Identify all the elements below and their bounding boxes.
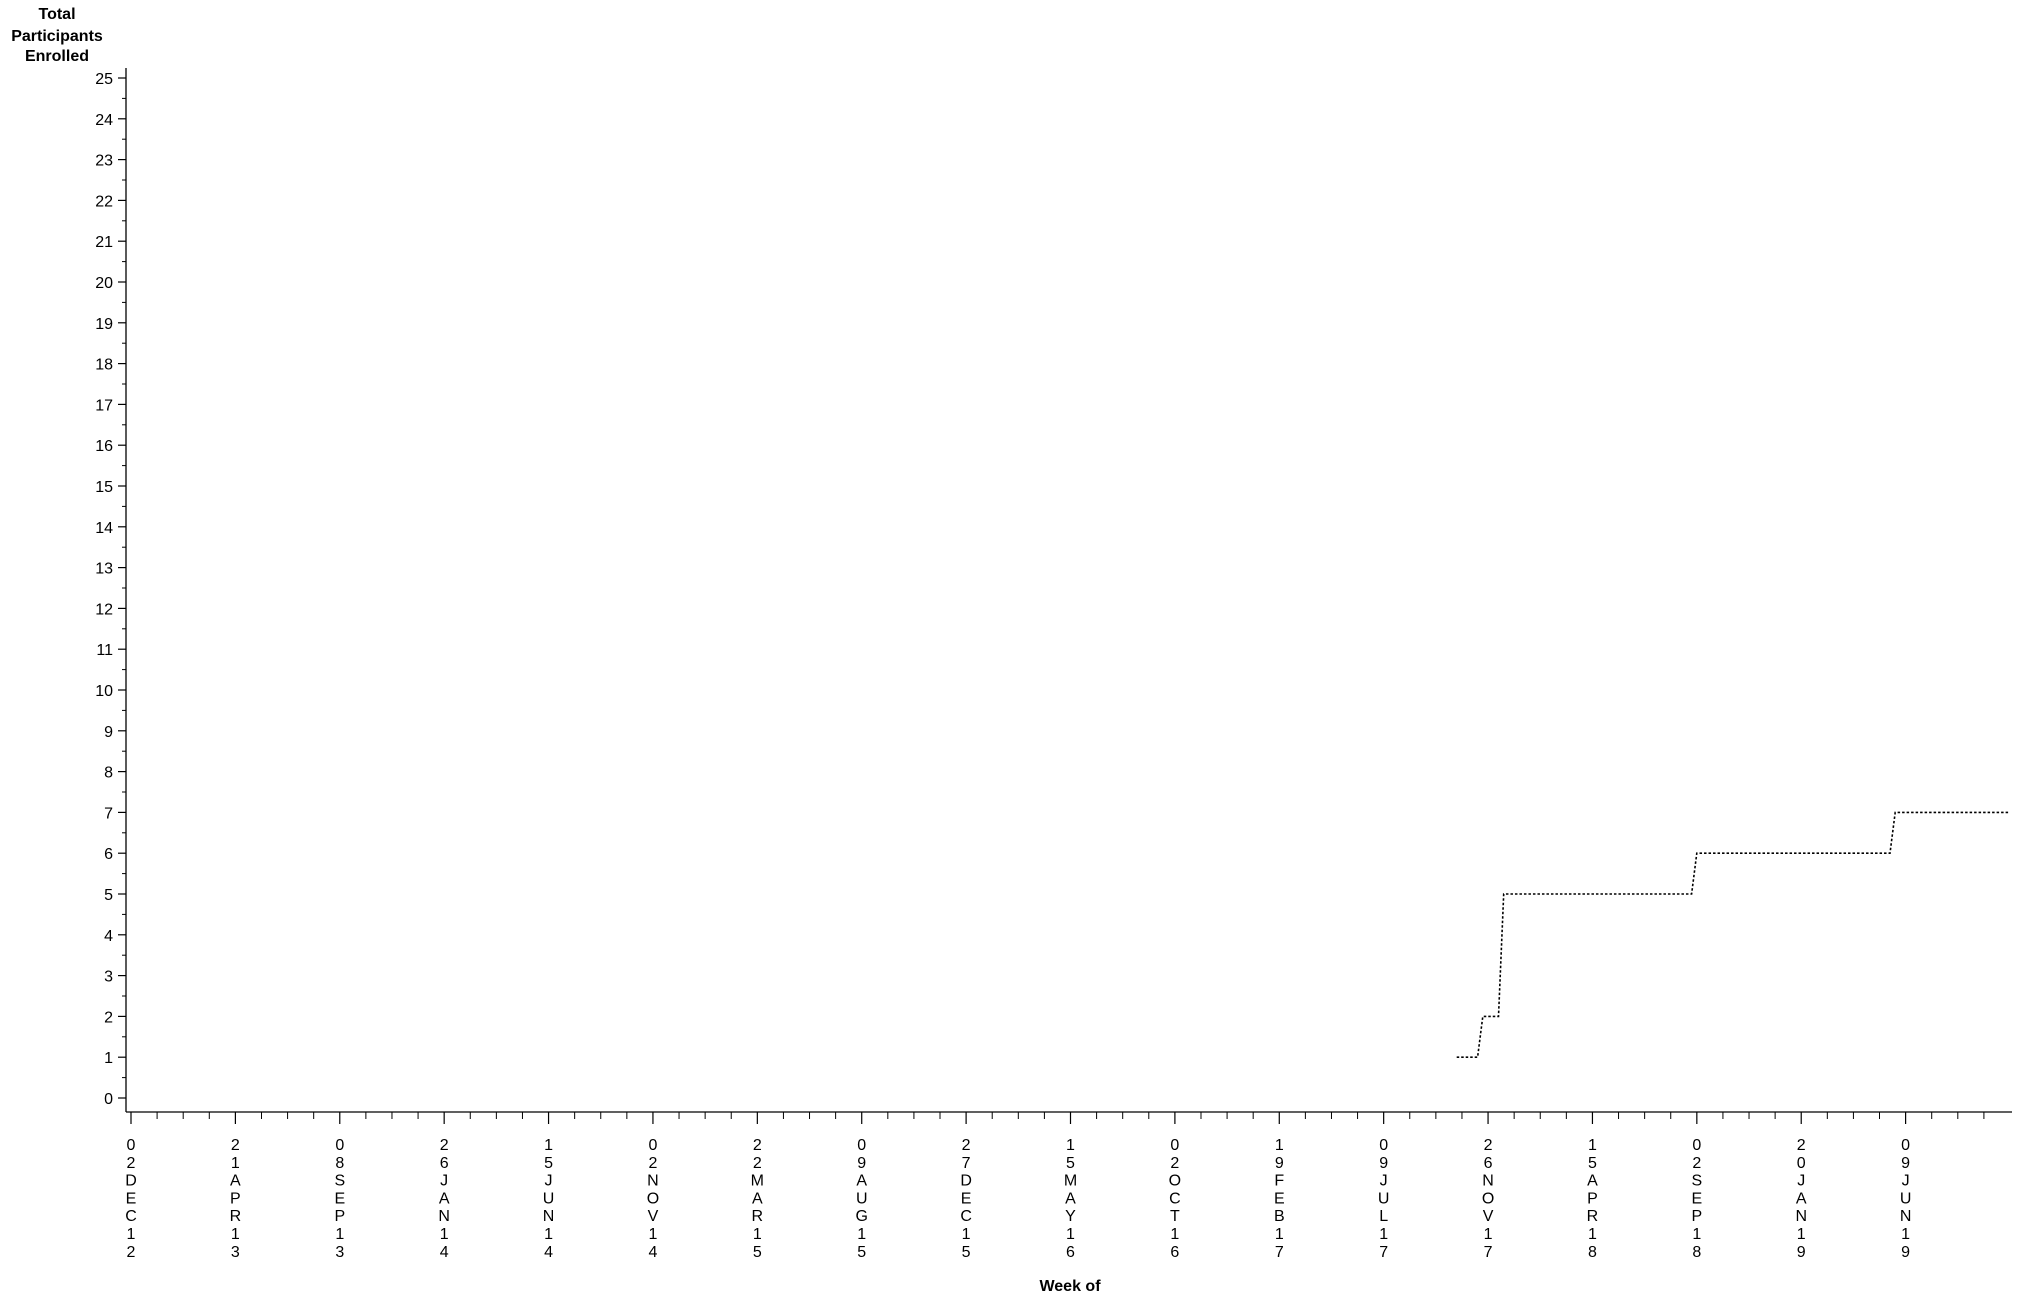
y-tick-label: 10 <box>95 683 113 700</box>
y-tick-label: 17 <box>95 397 113 414</box>
x-axis-title: Week of <box>1039 1278 1101 1295</box>
series-layer <box>1456 811 2010 1058</box>
y-tick-label: 23 <box>95 153 113 170</box>
y-axis-title-line-1: Total <box>38 6 75 23</box>
y-tick-label: 7 <box>104 805 113 822</box>
y-tick-label: 15 <box>95 479 113 496</box>
y-tick-label: 6 <box>104 846 113 863</box>
y-tick-label: 2 <box>104 1009 113 1026</box>
y-tick-label: 20 <box>95 275 113 292</box>
y-axis-title-line-3: Enrolled <box>25 48 89 65</box>
y-tick-label: 16 <box>95 438 113 455</box>
series-line-0 <box>1456 811 2010 1058</box>
y-tick-label: 22 <box>95 193 113 210</box>
y-tick-label: 9 <box>104 724 113 741</box>
y-tick-label: 21 <box>95 234 113 251</box>
y-axis-title: Total Participants Enrolled <box>11 6 103 65</box>
y-tick-label: 1 <box>104 1050 113 1067</box>
y-tick-label: 18 <box>95 357 113 374</box>
x-axis: 0 2 D E C 1 2 2 1 A P R 1 3 0 8 S E P 1 3 2 6 J A N 1 4 1 5 J U N 1 4 0 2 N O V… <box>125 1111 2012 1261</box>
y-tick-label: 19 <box>95 316 113 333</box>
y-tick-label: 4 <box>104 928 113 945</box>
y-axis-title-line-2: Participants <box>11 28 103 45</box>
y-tick-label: 13 <box>95 561 113 578</box>
y-tick-label: 11 <box>96 642 113 659</box>
y-tick-label: 8 <box>104 765 113 782</box>
y-tick-label: 12 <box>95 601 113 618</box>
y-tick-label: 14 <box>95 520 113 537</box>
y-tick-label: 0 <box>104 1091 113 1108</box>
y-axis: 0123456789101112131415161718192021222324… <box>95 68 127 1112</box>
y-tick-label: 24 <box>95 112 113 129</box>
y-tick-label: 3 <box>104 969 113 986</box>
y-tick-label: 5 <box>104 887 113 904</box>
y-tick-label: 25 <box>95 71 113 88</box>
